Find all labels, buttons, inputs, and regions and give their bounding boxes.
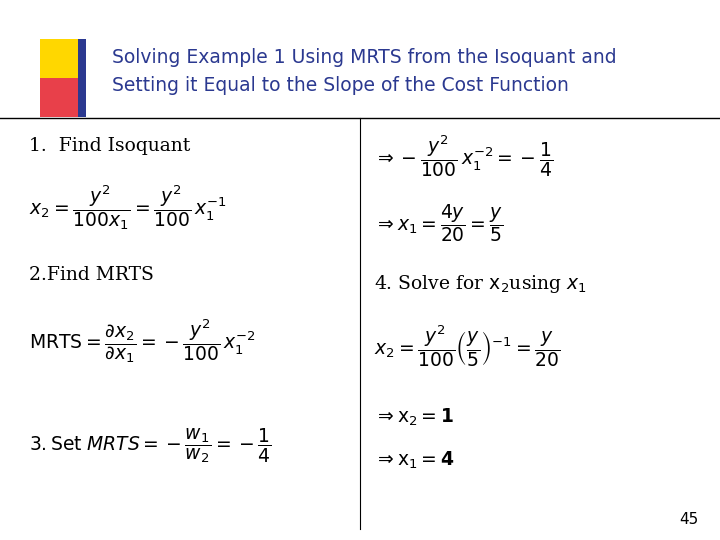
Text: $\Rightarrow \mathrm{x_2} = \mathbf{1}$: $\Rightarrow \mathrm{x_2} = \mathbf{1}$ bbox=[374, 406, 454, 428]
Text: 1.  Find Isoquant: 1. Find Isoquant bbox=[29, 137, 190, 155]
Text: $x_2 = \dfrac{y^2}{100x_1} = \dfrac{y^2}{100}\, x_1^{-1}$: $x_2 = \dfrac{y^2}{100x_1} = \dfrac{y^2}… bbox=[29, 184, 227, 232]
Bar bbox=[78, 39, 86, 117]
Text: $\Rightarrow -\dfrac{y^2}{100}\, x_1^{-2} = -\dfrac{1}{4}$: $\Rightarrow -\dfrac{y^2}{100}\, x_1^{-2… bbox=[374, 134, 554, 179]
Text: Setting it Equal to the Slope of the Cost Function: Setting it Equal to the Slope of the Cos… bbox=[112, 76, 569, 95]
Text: $\mathrm{MRTS} = \dfrac{\partial x_2}{\partial x_1} = -\dfrac{y^2}{100}\, x_1^{-: $\mathrm{MRTS} = \dfrac{\partial x_2}{\p… bbox=[29, 318, 256, 365]
Text: 4. Solve for $\mathrm{x_2}$using $x_1$: 4. Solve for $\mathrm{x_2}$using $x_1$ bbox=[374, 273, 588, 295]
Text: Solving Example 1 Using MRTS from the Isoquant and: Solving Example 1 Using MRTS from the Is… bbox=[112, 48, 616, 68]
Text: $\mathrm{3.Set}\; \mathit{MRTS} = -\dfrac{w_1}{w_2} = -\dfrac{1}{4}$: $\mathrm{3.Set}\; \mathit{MRTS} = -\dfra… bbox=[29, 426, 271, 465]
Bar bbox=[40, 78, 84, 117]
Text: $\Rightarrow \mathrm{x_1} = \mathbf{4}$: $\Rightarrow \mathrm{x_1} = \mathbf{4}$ bbox=[374, 449, 455, 471]
Text: $x_2 = \dfrac{y^2}{100}\left(\dfrac{y}{5}\right)^{-1} = \dfrac{y}{20}$: $x_2 = \dfrac{y^2}{100}\left(\dfrac{y}{5… bbox=[374, 324, 561, 369]
Text: 2.Find MRTS: 2.Find MRTS bbox=[29, 266, 153, 285]
Text: $\Rightarrow x_1 = \dfrac{4y}{20} = \dfrac{y}{5}$: $\Rightarrow x_1 = \dfrac{4y}{20} = \dfr… bbox=[374, 202, 503, 245]
Bar bbox=[40, 39, 84, 78]
Text: 45: 45 bbox=[679, 511, 698, 526]
